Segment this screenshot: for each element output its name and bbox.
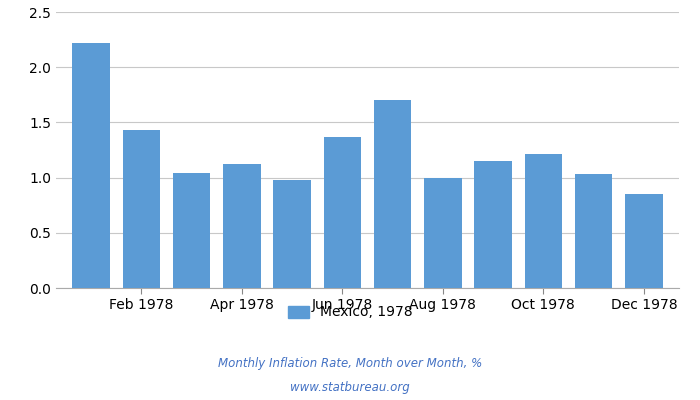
Bar	[122, 130, 160, 288]
Bar	[524, 154, 562, 288]
Bar	[475, 161, 512, 288]
Bar	[575, 174, 612, 288]
Legend: Mexico, 1978: Mexico, 1978	[282, 300, 418, 325]
Text: Monthly Inflation Rate, Month over Month, %: Monthly Inflation Rate, Month over Month…	[218, 358, 482, 370]
Bar	[173, 173, 211, 288]
Bar	[223, 164, 260, 288]
Bar	[273, 180, 311, 288]
Bar	[374, 100, 412, 288]
Bar	[323, 137, 361, 288]
Bar	[625, 194, 663, 288]
Bar	[72, 43, 110, 288]
Bar	[424, 178, 462, 288]
Text: www.statbureau.org: www.statbureau.org	[290, 382, 410, 394]
